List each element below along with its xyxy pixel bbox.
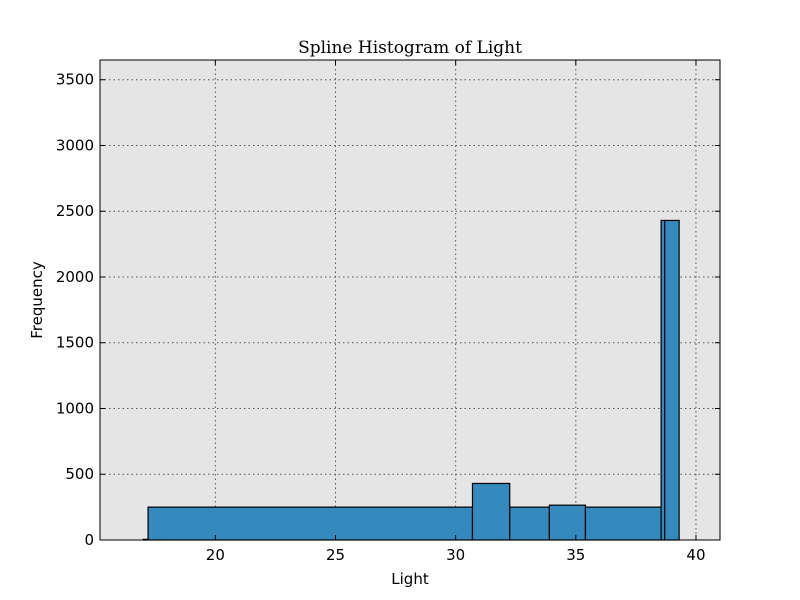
histogram-bar bbox=[471, 482, 511, 541]
x-axis-ticks: 20 25 30 35 40 bbox=[206, 60, 706, 564]
y-tick-label: 1000 bbox=[56, 399, 94, 417]
plot-frame bbox=[99, 59, 721, 541]
y-tick-label: 2000 bbox=[56, 268, 94, 286]
y-axis-ticks: 0 500 1000 1500 2000 2500 3000 3500 bbox=[56, 71, 720, 549]
histogram-bar bbox=[664, 219, 680, 541]
y-tick-label: 3500 bbox=[56, 71, 94, 89]
histogram-bar bbox=[548, 504, 587, 541]
y-tick-label: 1500 bbox=[56, 334, 94, 352]
y-tick-label: 0 bbox=[84, 531, 94, 549]
x-tick-label: 30 bbox=[446, 546, 465, 564]
y-tick-label: 500 bbox=[65, 465, 94, 483]
histogram-bars bbox=[142, 219, 680, 541]
x-tick-label: 20 bbox=[206, 546, 225, 564]
x-tick-label: 25 bbox=[326, 546, 345, 564]
histogram-bar bbox=[509, 506, 550, 541]
x-tick-label: 40 bbox=[686, 546, 705, 564]
y-tick-label: 3000 bbox=[56, 136, 94, 154]
y-tick-label: 2500 bbox=[56, 202, 94, 220]
x-axis-label: Light bbox=[391, 570, 429, 588]
grid-lines bbox=[100, 60, 720, 541]
histogram-bar bbox=[584, 506, 662, 541]
histogram-bar bbox=[147, 506, 474, 541]
chart-title: Spline Histogram of Light bbox=[298, 38, 522, 58]
x-tick-label: 35 bbox=[566, 546, 585, 564]
y-axis-label: Frequency bbox=[28, 261, 46, 339]
plot-area bbox=[100, 60, 720, 540]
